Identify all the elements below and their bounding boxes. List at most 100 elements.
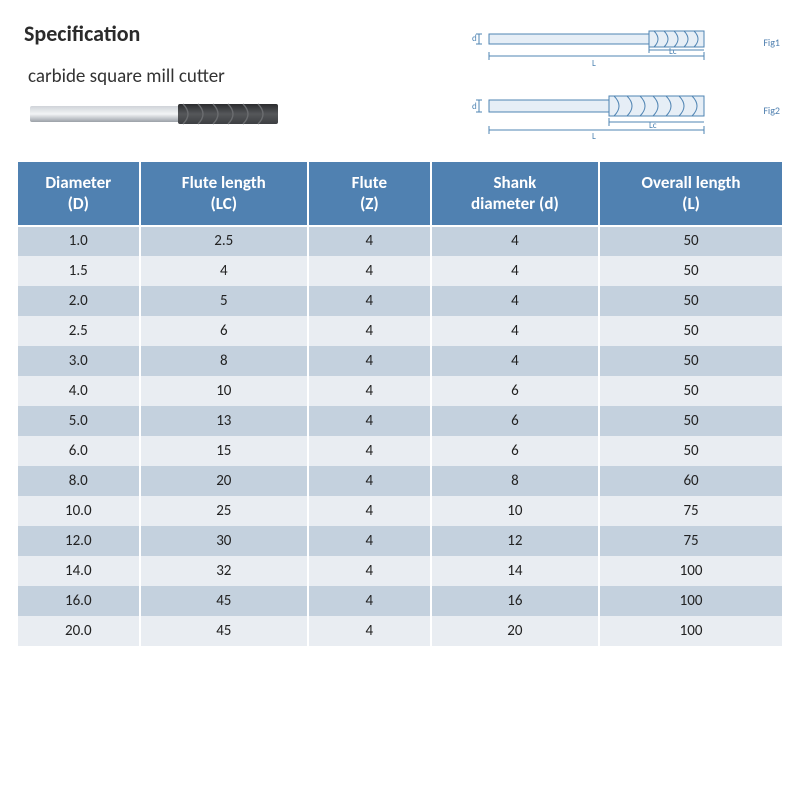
figure-2: d Lc L Fig2 — [464, 84, 784, 146]
page-title: Specification — [24, 20, 464, 47]
cell: 6 — [140, 316, 309, 346]
cell: 2.5 — [140, 226, 309, 256]
cell: 32 — [140, 556, 309, 586]
cell: 4 — [308, 316, 431, 346]
cell: 4 — [308, 346, 431, 376]
cell: 50 — [599, 346, 783, 376]
cell: 75 — [599, 496, 783, 526]
cell: 30 — [140, 526, 309, 556]
cell: 10 — [431, 496, 600, 526]
table-row: 14.032414100 — [17, 556, 783, 586]
cell: 45 — [140, 586, 309, 616]
cell: 50 — [599, 376, 783, 406]
cell: 4.0 — [17, 376, 140, 406]
table-header: Diameter(D)Flute length(LC)Flute(Z)Shank… — [17, 161, 783, 226]
col-header-2: Flute(Z) — [308, 161, 431, 226]
cell: 4 — [308, 226, 431, 256]
col-header-1: Flute length(LC) — [140, 161, 309, 226]
cell: 4 — [431, 256, 600, 286]
table-row: 4.0104650 — [17, 376, 783, 406]
cell: 5.0 — [17, 406, 140, 436]
cell: 20 — [431, 616, 600, 646]
cell: 6 — [431, 436, 600, 466]
table-row: 3.084450 — [17, 346, 783, 376]
cell: 8 — [140, 346, 309, 376]
table-row: 1.02.54450 — [17, 226, 783, 256]
cell: 2.5 — [17, 316, 140, 346]
cell: 4 — [431, 346, 600, 376]
cell: 1.5 — [17, 256, 140, 286]
dimension-diagrams: d Lc L Fig1 — [464, 14, 784, 152]
cell: 14.0 — [17, 556, 140, 586]
cell: 10 — [140, 376, 309, 406]
dim-l: L — [592, 58, 596, 69]
cell: 100 — [599, 586, 783, 616]
cell: 4 — [308, 586, 431, 616]
cell: 60 — [599, 466, 783, 496]
fig2-label: Fig2 — [763, 104, 780, 117]
col-header-3: Shankdiameter (d) — [431, 161, 600, 226]
cell: 50 — [599, 406, 783, 436]
cell: 50 — [599, 316, 783, 346]
cell: 15 — [140, 436, 309, 466]
cell: 1.0 — [17, 226, 140, 256]
table-row: 20.045420100 — [17, 616, 783, 646]
dim-lc-2: Lc — [649, 120, 657, 131]
cell: 4 — [308, 256, 431, 286]
left-column: Specification carbide square mill cutter — [16, 14, 464, 139]
cell: 16 — [431, 586, 600, 616]
cell: 6 — [431, 406, 600, 436]
cell: 4 — [308, 376, 431, 406]
cell: 50 — [599, 286, 783, 316]
cell: 4 — [431, 286, 600, 316]
product-image — [28, 94, 464, 139]
cell: 4 — [308, 526, 431, 556]
table-row: 2.564450 — [17, 316, 783, 346]
spec-sheet: Specification carbide square mill cutter — [0, 0, 800, 660]
cell: 14 — [431, 556, 600, 586]
figure-1: d Lc L Fig1 — [464, 16, 784, 78]
cell: 2.0 — [17, 286, 140, 316]
cell: 4 — [308, 616, 431, 646]
cell: 8.0 — [17, 466, 140, 496]
cell: 25 — [140, 496, 309, 526]
cell: 10.0 — [17, 496, 140, 526]
cell: 4 — [308, 466, 431, 496]
cell: 100 — [599, 556, 783, 586]
col-header-0: Diameter(D) — [17, 161, 140, 226]
table-row: 5.0134650 — [17, 406, 783, 436]
cell: 3.0 — [17, 346, 140, 376]
cell: 100 — [599, 616, 783, 646]
cell: 6 — [431, 376, 600, 406]
cell: 4 — [140, 256, 309, 286]
cell: 5 — [140, 286, 309, 316]
cell: 13 — [140, 406, 309, 436]
cell: 8 — [431, 466, 600, 496]
dim-l-2: L — [592, 131, 596, 142]
cell: 75 — [599, 526, 783, 556]
table-body: 1.02.544501.5444502.0544502.5644503.0844… — [17, 226, 783, 646]
cell: 4 — [308, 406, 431, 436]
cell: 20 — [140, 466, 309, 496]
cell: 4 — [431, 226, 600, 256]
cell: 20.0 — [17, 616, 140, 646]
dim-d: d — [472, 33, 477, 44]
dim-d-2: d — [472, 101, 477, 112]
cell: 6.0 — [17, 436, 140, 466]
table-row: 1.544450 — [17, 256, 783, 286]
dim-lc: Lc — [669, 46, 677, 57]
table-row: 2.054450 — [17, 286, 783, 316]
cell: 50 — [599, 226, 783, 256]
cell: 4 — [308, 496, 431, 526]
table-row: 12.03041275 — [17, 526, 783, 556]
spec-table: Diameter(D)Flute length(LC)Flute(Z)Shank… — [16, 160, 784, 646]
cell: 4 — [308, 556, 431, 586]
cell: 50 — [599, 256, 783, 286]
header-row: Specification carbide square mill cutter — [16, 14, 784, 152]
table-row: 6.0154650 — [17, 436, 783, 466]
table-row: 10.02541075 — [17, 496, 783, 526]
col-header-4: Overall length(L) — [599, 161, 783, 226]
cell: 4 — [308, 286, 431, 316]
fig1-label: Fig1 — [763, 36, 780, 49]
product-subtitle: carbide square mill cutter — [28, 65, 464, 88]
